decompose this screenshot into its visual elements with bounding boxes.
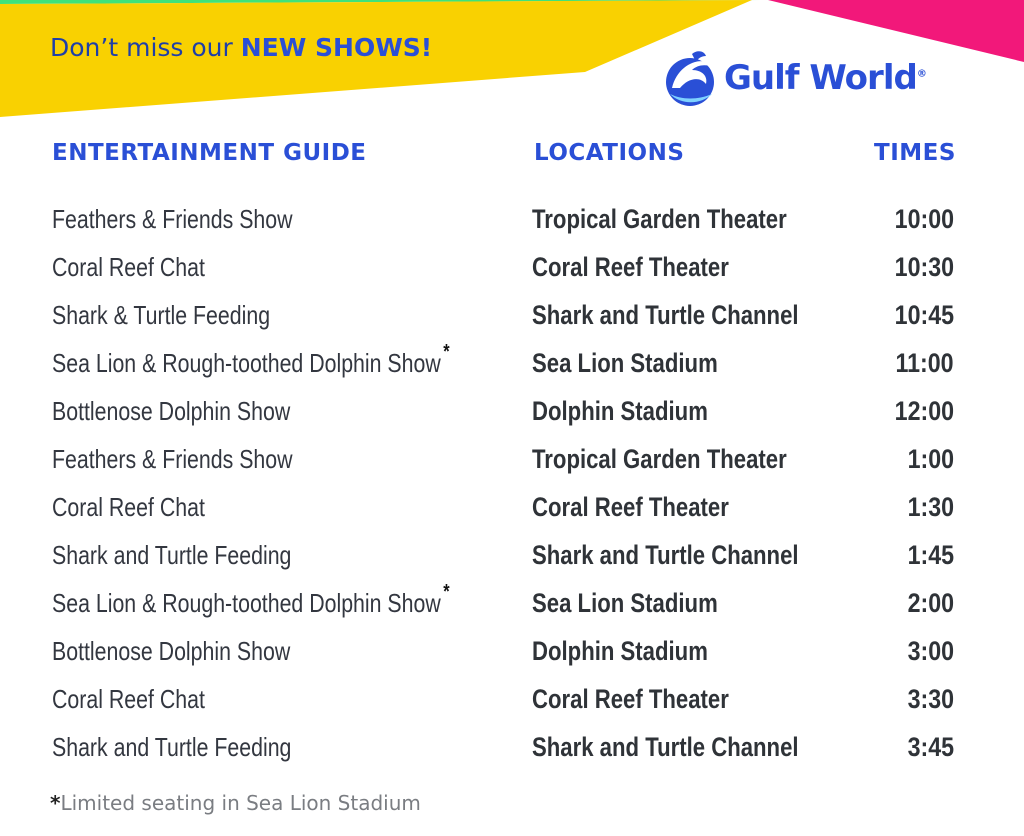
show-name: Bottlenose Dolphin Show bbox=[52, 636, 291, 666]
show-location: Shark and Turtle Channel bbox=[532, 540, 799, 570]
show-name: Bottlenose Dolphin Show bbox=[52, 396, 291, 426]
show-location: Dolphin Stadium bbox=[532, 636, 708, 666]
show-name: Feathers & Friends Show bbox=[52, 204, 293, 234]
promo-prefix: Don’t miss our bbox=[50, 33, 241, 62]
show-name-with-note: Sea Lion & Rough-toothed Dolphin Show * bbox=[52, 581, 450, 619]
show-location: Tropical Garden Theater bbox=[532, 444, 787, 474]
show-name: Shark and Turtle Feeding bbox=[52, 732, 292, 762]
footnote-asterisk: * bbox=[50, 791, 61, 815]
times-heading: TIMES bbox=[874, 140, 956, 166]
show-location: Dolphin Stadium bbox=[532, 396, 708, 426]
show-name: Coral Reef Chat bbox=[52, 252, 205, 282]
show-time: 2:00 bbox=[907, 588, 954, 618]
schedule-row: Feathers & Friends Show Tropical Garden … bbox=[0, 200, 1024, 248]
promo-text: Don’t miss our NEW SHOWS! bbox=[50, 33, 432, 62]
show-time: 1:30 bbox=[907, 492, 954, 522]
dolphin-icon bbox=[666, 51, 714, 106]
registered-mark: ® bbox=[916, 68, 927, 80]
show-location: Sea Lion Stadium bbox=[532, 348, 718, 378]
show-location: Tropical Garden Theater bbox=[532, 204, 787, 234]
schedule-row: Bottlenose Dolphin Show Dolphin Stadium … bbox=[0, 632, 1024, 680]
schedule-row: Sea Lion & Rough-toothed Dolphin Show * S… bbox=[0, 581, 1024, 632]
limited-seating-asterisk: * bbox=[443, 341, 450, 363]
schedule-row: Shark and Turtle Feeding Shark and Turtl… bbox=[0, 536, 1024, 584]
gulf-world-logo[interactable]: Gulf World® bbox=[662, 48, 932, 112]
header-banner bbox=[0, 0, 1024, 117]
schedule-row: Coral Reef Chat Coral Reef Theater 3:30 bbox=[0, 680, 1024, 728]
show-name: Coral Reef Chat bbox=[52, 684, 205, 714]
pink-wedge bbox=[768, 0, 1024, 62]
show-time: 12:00 bbox=[894, 396, 954, 426]
show-time: 10:30 bbox=[894, 252, 954, 282]
show-location: Shark and Turtle Channel bbox=[532, 300, 799, 330]
show-time: 3:00 bbox=[907, 636, 954, 666]
show-name: Feathers & Friends Show bbox=[52, 444, 293, 474]
entertainment-guide-heading: ENTERTAINMENT GUIDE bbox=[52, 140, 367, 166]
yellow-banner bbox=[0, 0, 752, 117]
schedule-table: Feathers & Friends Show Tropical Garden … bbox=[0, 200, 1024, 776]
show-time: 3:30 bbox=[907, 684, 954, 714]
schedule-row: Shark and Turtle Feeding Shark and Turtl… bbox=[0, 728, 1024, 776]
show-name: Sea Lion & Rough-toothed Dolphin Show bbox=[52, 348, 441, 378]
show-name: Coral Reef Chat bbox=[52, 492, 205, 522]
footnote-text: Limited seating in Sea Lion Stadium bbox=[60, 791, 421, 815]
show-location: Coral Reef Theater bbox=[532, 492, 729, 522]
limited-seating-asterisk: * bbox=[443, 581, 450, 603]
promo-highlight: NEW SHOWS! bbox=[240, 33, 433, 62]
show-location: Coral Reef Theater bbox=[532, 252, 729, 282]
show-time: 3:45 bbox=[907, 732, 954, 762]
locations-heading: LOCATIONS bbox=[534, 140, 685, 166]
show-location: Sea Lion Stadium bbox=[532, 588, 718, 618]
show-location: Coral Reef Theater bbox=[532, 684, 729, 714]
schedule-row: Bottlenose Dolphin Show Dolphin Stadium … bbox=[0, 392, 1024, 440]
logo-wordmark: Gulf World® bbox=[724, 58, 927, 98]
schedule-row: Sea Lion & Rough-toothed Dolphin Show * S… bbox=[0, 341, 1024, 392]
schedule-row: Shark & Turtle Feeding Shark and Turtle … bbox=[0, 296, 1024, 344]
schedule-row: Coral Reef Chat Coral Reef Theater 1:30 bbox=[0, 488, 1024, 536]
logo-name: Gulf World bbox=[724, 58, 918, 98]
show-time: 1:00 bbox=[907, 444, 954, 474]
schedule-row: Feathers & Friends Show Tropical Garden … bbox=[0, 440, 1024, 488]
show-time: 1:45 bbox=[907, 540, 954, 570]
show-name: Shark & Turtle Feeding bbox=[52, 300, 271, 330]
schedule-row: Coral Reef Chat Coral Reef Theater 10:30 bbox=[0, 248, 1024, 296]
show-name: Sea Lion & Rough-toothed Dolphin Show bbox=[52, 588, 441, 618]
show-location: Shark and Turtle Channel bbox=[532, 732, 799, 762]
show-time: 10:00 bbox=[894, 204, 954, 234]
show-time: 10:45 bbox=[894, 300, 954, 330]
show-name: Shark and Turtle Feeding bbox=[52, 540, 292, 570]
footnote: *Limited seating in Sea Lion Stadium bbox=[50, 791, 421, 815]
show-time: 11:00 bbox=[895, 348, 954, 378]
show-name-with-note: Sea Lion & Rough-toothed Dolphin Show * bbox=[52, 341, 450, 379]
